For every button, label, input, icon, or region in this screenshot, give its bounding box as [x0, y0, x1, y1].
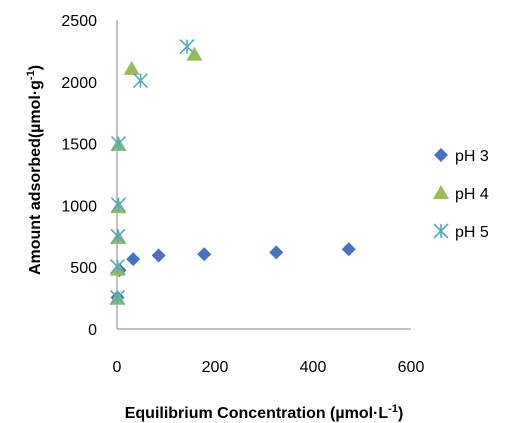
- data-point: [132, 72, 149, 89]
- axes: [116, 20, 411, 330]
- legend: pH 3 pH 4 pH 5: [433, 148, 489, 241]
- data-point: [179, 39, 195, 55]
- legend-marker: [433, 223, 449, 239]
- data-point: [110, 228, 126, 244]
- y-tick-label: 500: [70, 260, 97, 277]
- data-point: [197, 247, 212, 262]
- y-tick-label: 1500: [61, 137, 97, 154]
- data-point: [126, 252, 141, 267]
- data-point: [110, 197, 127, 213]
- y-tick-label: 0: [88, 322, 97, 339]
- data-point: [151, 248, 166, 263]
- series-ph-5: [109, 39, 195, 306]
- x-tick-label: 600: [398, 359, 425, 376]
- legend-label: pH 4: [455, 186, 489, 203]
- x-axis-title-superscript: -1: [388, 403, 398, 415]
- y-tick-labels: 0 500 1000 1500 2000 2500: [61, 13, 97, 339]
- legend-item: pH 4: [433, 185, 489, 203]
- y-tick-label: 1000: [61, 198, 97, 215]
- legend-item: pH 5: [433, 223, 489, 241]
- data-point: [109, 289, 126, 306]
- data-point: [186, 46, 203, 61]
- x-axis-title-end: ): [398, 405, 403, 422]
- legend-marker: [434, 148, 448, 162]
- x-tick-label: 0: [113, 359, 122, 376]
- legend-label: pH 5: [455, 224, 489, 241]
- data-markers: [109, 39, 356, 306]
- y-axis-title: Amount adsorbed(µmol·g-1): [25, 65, 44, 275]
- y-axis-title-end: ): [27, 65, 44, 70]
- data-point: [341, 242, 356, 257]
- legend-item: pH 3: [434, 148, 489, 165]
- data-point: [109, 259, 126, 275]
- data-point: [110, 136, 127, 152]
- data-point: [269, 245, 284, 260]
- data-point: [123, 60, 140, 75]
- series-ph-3: [110, 242, 356, 305]
- series-ph-4: [109, 46, 203, 305]
- x-axis-title: Equilibrium Concentration (µmol·L-1): [125, 403, 404, 422]
- y-axis-title-main: Amount adsorbed(µmol·g: [27, 80, 44, 275]
- y-tick-label: 2500: [61, 13, 97, 30]
- y-tick-label: 2000: [61, 75, 97, 92]
- y-axis-title-superscript: -1: [25, 70, 37, 80]
- x-tick-label: 400: [300, 359, 327, 376]
- x-tick-label: 200: [202, 359, 229, 376]
- legend-label: pH 3: [455, 148, 489, 165]
- x-axis-title-main: Equilibrium Concentration (µmol·L: [125, 405, 389, 422]
- legend-marker: [433, 185, 449, 199]
- x-tick-labels: 0 200 400 600: [113, 359, 425, 376]
